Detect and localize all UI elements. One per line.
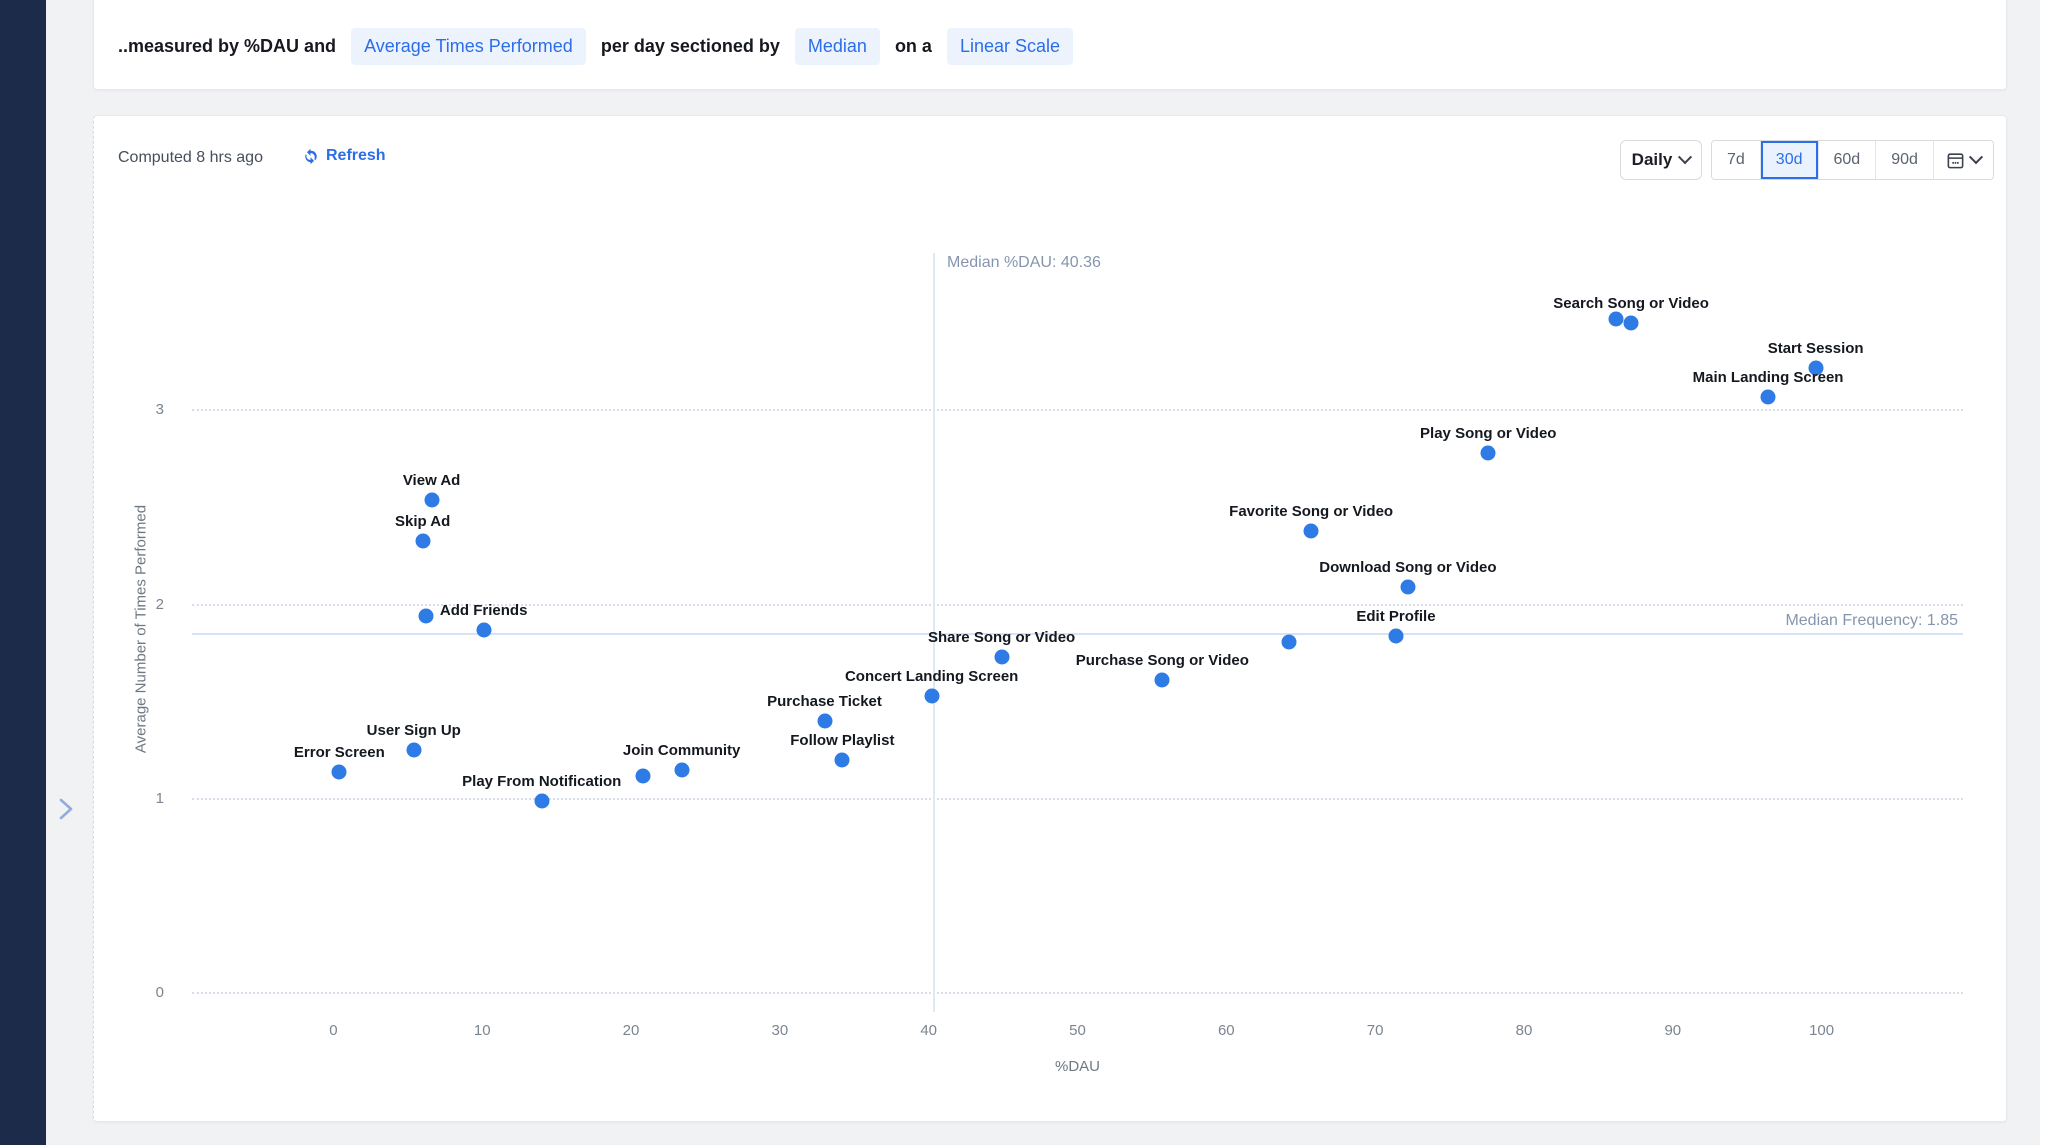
data-point-start-session[interactable] xyxy=(1808,360,1824,376)
query-bar: ..measured by %DAU and Average Times Per… xyxy=(93,0,2007,90)
data-point-12[interactable] xyxy=(1281,634,1297,650)
calendar-range-button[interactable] xyxy=(1933,141,1993,179)
x-tick-label-100: 100 xyxy=(1809,1022,1835,1039)
data-point-1[interactable] xyxy=(1608,311,1624,327)
data-point-purchase-ticket[interactable] xyxy=(817,713,832,729)
refresh-button[interactable]: Refresh xyxy=(302,147,386,165)
data-point-user-sign-up[interactable] xyxy=(406,742,422,758)
data-point-edit-profile[interactable] xyxy=(1388,628,1404,644)
median-y-label: Median Frequency: 1.85 xyxy=(1785,611,1958,629)
y-axis-title: Average Number of Times Performed xyxy=(132,504,150,754)
x-tick-label-50: 50 xyxy=(1069,1022,1086,1039)
data-point-9[interactable] xyxy=(418,608,434,624)
calendar-icon xyxy=(1947,152,1964,168)
query-text-middle: per day sectioned by xyxy=(600,35,780,56)
x-tick-label-70: 70 xyxy=(1366,1022,1384,1039)
x-tick-label-60: 60 xyxy=(1217,1022,1235,1039)
data-point-label: Edit Profile xyxy=(1356,607,1436,625)
median-y-line xyxy=(192,632,1963,635)
x-tick-label-40: 40 xyxy=(920,1022,938,1039)
data-point-error-screen[interactable] xyxy=(331,764,347,780)
scale-pill[interactable]: Linear Scale xyxy=(946,27,1074,65)
y-gridline-2 xyxy=(192,603,1963,606)
data-point-label: Error Screen xyxy=(293,743,385,761)
data-point-label: Purchase Song or Video xyxy=(1075,652,1249,670)
x-tick-label-10: 10 xyxy=(473,1022,491,1039)
median-x-label: Median %DAU: 40.36 xyxy=(947,254,1101,271)
y-tick-label-3: 3 xyxy=(155,401,164,419)
x-axis-title: %DAU xyxy=(1054,1058,1101,1075)
query-text-connector: on a xyxy=(894,35,932,56)
refresh-label: Refresh xyxy=(326,147,386,164)
metric-pill[interactable]: Average Times Performed xyxy=(351,27,586,65)
data-point-label: Share Song or Video xyxy=(927,629,1076,647)
data-point-label: Start Session xyxy=(1767,339,1864,357)
range-button-90d[interactable]: 90d xyxy=(1876,141,1934,179)
data-point-label: Play Song or Video xyxy=(1420,425,1557,443)
data-point-label: Main Landing Screen xyxy=(1692,368,1844,386)
data-point-favorite-song-or-video[interactable] xyxy=(1303,523,1319,539)
range-button-7d[interactable]: 7d xyxy=(1712,141,1761,179)
data-point-label: Play From Notification xyxy=(462,772,622,790)
x-tick-label-80: 80 xyxy=(1515,1022,1533,1039)
data-point-label: Favorite Song or Video xyxy=(1229,502,1394,520)
scrollbar-track[interactable] xyxy=(2040,0,2048,1145)
computed-timestamp: Computed 8 hrs ago xyxy=(118,149,263,166)
x-tick-label-90: 90 xyxy=(1664,1022,1682,1039)
left-nav-rail xyxy=(0,0,46,1145)
refresh-icon xyxy=(302,148,319,165)
data-point-label: Purchase Ticket xyxy=(767,693,882,711)
section-pill[interactable]: Median xyxy=(794,27,880,65)
data-point-label: Join Community xyxy=(622,741,741,759)
data-point-purchase-song-or-video[interactable] xyxy=(1154,672,1170,688)
data-point-label: Download Song or Video xyxy=(1319,559,1497,577)
data-point-play-from-notification[interactable] xyxy=(534,793,550,809)
y-gridline-3 xyxy=(192,409,1963,412)
data-point-share-song-or-video[interactable] xyxy=(994,649,1010,665)
data-point-label: User Sign Up xyxy=(366,722,461,740)
data-point-search-song-or-video[interactable] xyxy=(1623,315,1639,331)
y-tick-label-2: 2 xyxy=(155,595,164,613)
data-point-label: View Ad xyxy=(402,471,461,489)
data-point-download-song-or-video[interactable] xyxy=(1400,579,1416,595)
x-tick-label-20: 20 xyxy=(622,1022,640,1039)
granularity-label: Daily xyxy=(1631,150,1673,169)
data-point-label: Add Friends xyxy=(439,601,528,619)
y-tick-label-0: 0 xyxy=(155,984,164,1002)
data-point-concert-landing-screen[interactable] xyxy=(924,688,940,704)
data-point-skip-ad[interactable] xyxy=(415,533,431,549)
data-point-follow-playlist[interactable] xyxy=(834,752,850,768)
y-gridline-1 xyxy=(192,798,1963,801)
date-range-group: 7d 30d 60d 90d xyxy=(1711,140,1994,180)
expand-panel-chevron-icon[interactable] xyxy=(55,796,77,822)
data-point-view-ad[interactable] xyxy=(424,492,440,508)
data-point-label: Concert Landing Screen xyxy=(844,668,1019,686)
granularity-dropdown[interactable]: Daily xyxy=(1620,140,1702,180)
median-x-line xyxy=(933,253,936,1012)
x-tick-label-0: 0 xyxy=(329,1022,338,1039)
data-point-20[interactable] xyxy=(635,768,651,784)
y-tick-label-1: 1 xyxy=(155,790,164,808)
data-point-play-song-or-video[interactable] xyxy=(1480,445,1496,461)
chevron-down-icon xyxy=(1968,150,1983,165)
data-point-label: Skip Ad xyxy=(395,512,451,530)
range-button-60d[interactable]: 60d xyxy=(1818,141,1877,179)
data-point-label: Follow Playlist xyxy=(790,732,895,750)
data-point-add-friends[interactable] xyxy=(476,622,492,638)
chart-panel: Computed 8 hrs ago Refresh Daily 7d 30d 60… xyxy=(93,115,2007,1122)
query-text-prefix: ..measured by %DAU and xyxy=(118,35,337,56)
data-point-main-landing-screen[interactable] xyxy=(1760,389,1776,405)
data-point-label: Search Song or Video xyxy=(1553,294,1709,312)
range-button-30d[interactable]: 30d xyxy=(1760,141,1819,179)
y-gridline-0 xyxy=(192,992,1963,995)
chevron-down-icon xyxy=(1678,150,1693,165)
data-point-join-community[interactable] xyxy=(674,762,690,778)
x-tick-label-30: 30 xyxy=(771,1022,789,1039)
